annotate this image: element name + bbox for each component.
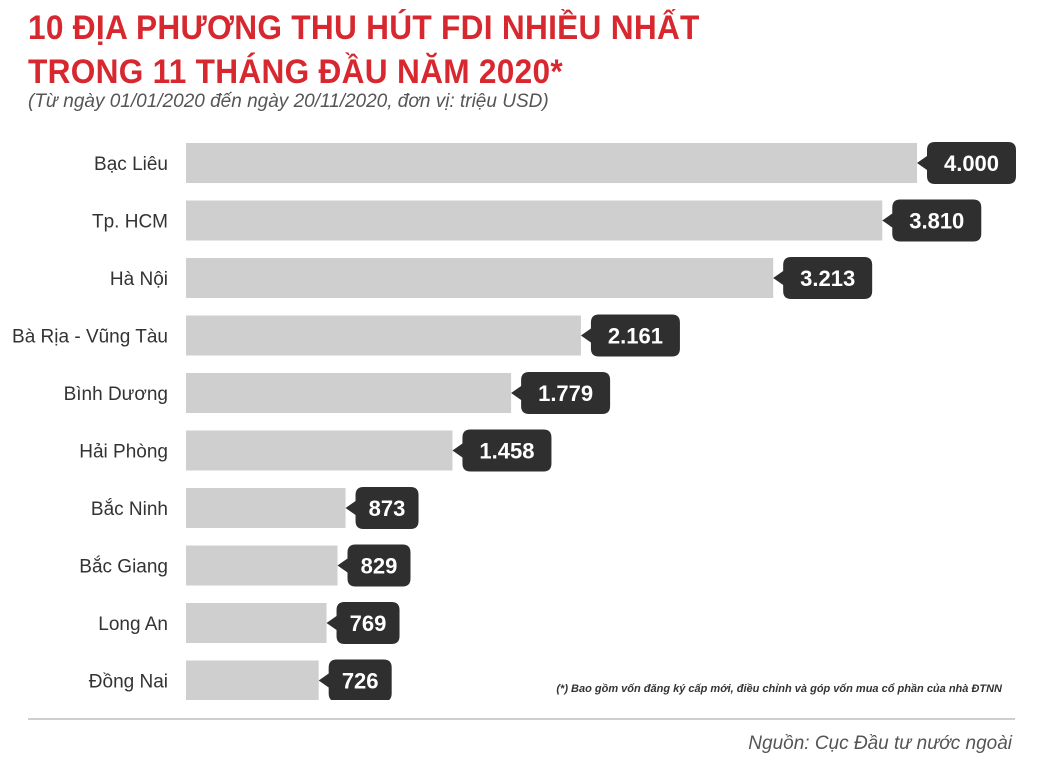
- value-label-bubble: [345, 487, 419, 529]
- category-label: Đồng Nai: [89, 672, 168, 693]
- value-label: 1.779: [538, 381, 593, 406]
- divider-line: [28, 718, 1015, 720]
- value-label: 1.458: [479, 439, 534, 464]
- title-line-1: 10 ĐỊA PHƯƠNG THU HÚT FDI NHIỀU NHẤT: [28, 9, 700, 47]
- bar: [186, 430, 453, 471]
- chart-subtitle: (Từ ngày 01/01/2020 đến ngày 20/11/2020,…: [28, 91, 549, 112]
- bar-chart: Bạc Liêu 4.000 Tp. HCM 3.810 Hà Nội 3.213 Bà R…: [12, 142, 1016, 700]
- category-label: Bắc Giang: [79, 556, 168, 578]
- title-line-2: TRONG 11 THÁNG ĐẦU NĂM 2020*: [28, 53, 563, 91]
- bar: [186, 660, 319, 700]
- category-label: Long An: [98, 614, 168, 635]
- value-label: 2.161: [608, 324, 663, 349]
- value-label: 3.213: [800, 266, 855, 291]
- source-note: Nguồn: Cục Đầu tư nước ngoài: [748, 733, 1012, 754]
- value-label: 829: [361, 554, 398, 579]
- value-label-bubble: [511, 372, 611, 414]
- value-label-bubble: [773, 257, 873, 299]
- bar: [186, 143, 917, 183]
- category-label: Bắc Ninh: [91, 498, 168, 520]
- chart-title: 10 ĐỊA PHƯƠNG THU HÚT FDI NHIỀU NHẤT TRO…: [28, 6, 700, 94]
- category-label: Hà Nội: [110, 269, 168, 290]
- footnote: (*) Bao gồm vốn đăng ký cấp mới, điều ch…: [556, 683, 1002, 695]
- value-label-bubble: [318, 659, 392, 700]
- category-label: Bình Dương: [64, 384, 168, 405]
- category-label: Tp. HCM: [92, 212, 168, 233]
- category-label: Bạc Liêu: [94, 154, 168, 175]
- value-label: 726: [342, 669, 379, 694]
- value-label-bubble: [580, 314, 680, 357]
- value-label-bubble: [326, 602, 400, 644]
- bar: [186, 258, 774, 298]
- value-label: 769: [350, 611, 387, 636]
- value-label-bubble: [337, 544, 411, 587]
- value-label: 3.810: [909, 209, 964, 234]
- value-label-bubble: [882, 199, 982, 242]
- bar: [186, 200, 883, 241]
- bar: [186, 545, 338, 586]
- value-label-bubble: [917, 142, 1016, 184]
- value-label-bubble: [452, 429, 552, 472]
- value-label: 4.000: [944, 151, 999, 176]
- bar: [186, 315, 581, 356]
- bar: [186, 488, 346, 528]
- category-label: Hải Phòng: [79, 442, 168, 463]
- category-label: Bà Rịa - Vũng Tàu: [12, 327, 168, 348]
- bar: [186, 603, 327, 643]
- value-label: 873: [369, 496, 406, 521]
- bar: [186, 373, 512, 413]
